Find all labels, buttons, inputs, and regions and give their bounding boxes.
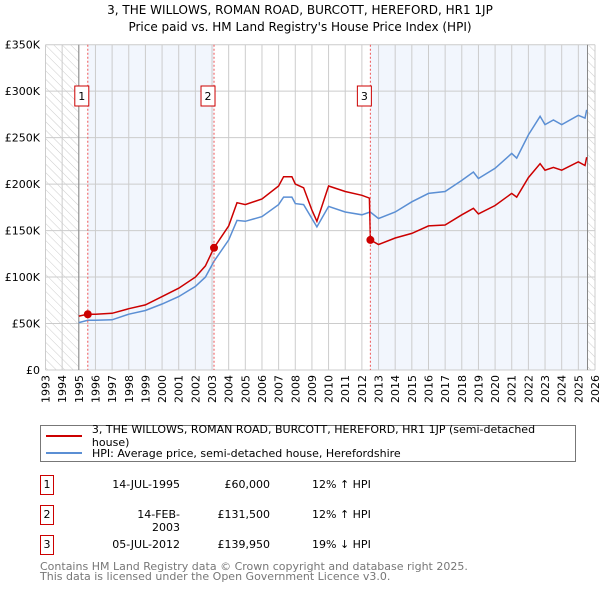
x-tick-label: 2023 <box>539 375 552 403</box>
x-tick-label: 2012 <box>356 375 369 403</box>
sale-number: 2 <box>40 505 54 525</box>
sale-point <box>83 310 92 319</box>
sale-label-box <box>74 85 90 107</box>
x-tick-label: 2006 <box>256 375 269 403</box>
x-tick-label: 2011 <box>339 375 352 403</box>
x-tick-label: 2020 <box>489 375 502 403</box>
x-tick-label: 2000 <box>156 375 169 403</box>
sale-date: 14-FEB-2003 <box>137 508 180 534</box>
x-tick-label: 2019 <box>472 375 485 403</box>
x-tick-label: 2010 <box>323 375 336 403</box>
hpi-line <box>78 109 588 324</box>
y-tick-label: £50K <box>12 318 41 331</box>
sale-point <box>366 235 375 244</box>
sale-number: 1 <box>40 475 54 495</box>
x-tick-label: 1996 <box>89 375 102 403</box>
x-tick-label: 2024 <box>556 375 569 403</box>
y-tick-label: £0 <box>26 364 40 377</box>
legend: 3, THE WILLOWS, ROMAN ROAD, BURCOTT, HER… <box>40 423 576 462</box>
y-tick-label: £200K <box>5 178 41 191</box>
legend-property: 3, THE WILLOWS, ROMAN ROAD, BURCOTT, HER… <box>91 423 536 449</box>
y-tick-label: £300K <box>5 85 41 98</box>
x-tick-label: 2026 <box>589 375 600 403</box>
x-tick-label: 2015 <box>406 375 419 403</box>
x-tick-label: 1998 <box>123 375 136 403</box>
ownership-period-1 <box>87 44 215 370</box>
x-tick-label: 2009 <box>306 375 319 403</box>
y-tick-label: £250K <box>5 132 41 145</box>
sale-number: 3 <box>40 535 54 555</box>
legend-red-line <box>46 435 82 437</box>
sale-point <box>210 243 219 252</box>
x-tick-label: 1993 <box>40 375 53 403</box>
sale-label-box <box>200 85 216 107</box>
sale-price: £139,950 <box>217 538 271 551</box>
legend-hpi: HPI: Average price, semi-detached house,… <box>92 446 401 460</box>
sale-hpi: 19% ↓ HPI <box>312 538 371 551</box>
sale-date: 05-JUL-2012 <box>112 538 180 551</box>
legend-blue-line <box>46 452 82 454</box>
sale-hpi: 12% ↑ HPI <box>312 478 371 491</box>
footer-copyright: Contains HM Land Registry data © Crown c… <box>40 560 468 573</box>
sale-label: 1 <box>78 90 85 103</box>
x-tick-label: 2022 <box>522 375 535 403</box>
sale-label: 3 <box>361 90 368 103</box>
y-tick-label: £350K <box>5 39 41 52</box>
x-tick-label: 1995 <box>73 375 86 403</box>
x-tick-label: 1994 <box>56 375 69 403</box>
x-tick-label: 1999 <box>139 375 152 403</box>
x-tick-label: 2025 <box>572 375 585 403</box>
x-tick-label: 2007 <box>273 375 286 403</box>
x-tick-label: 2005 <box>239 375 252 403</box>
y-tick-label: £100K <box>5 271 41 284</box>
chart-title: 3, THE WILLOWS, ROMAN ROAD, BURCOTT, HER… <box>107 3 493 17</box>
price-chart: 1 2 3 £0 £50K £100K £150K £200K £250K £300K £350K 1… <box>5 39 600 403</box>
x-tick-label: 2013 <box>373 375 386 403</box>
property-price-line <box>78 157 588 317</box>
footer-licence: This data is licensed under the Open Gov… <box>40 570 391 583</box>
sale-hpi: 12% ↑ HPI <box>312 508 371 521</box>
sale-label-box <box>356 85 372 107</box>
x-tick-label: 2001 <box>173 375 186 403</box>
y-tick-label: £150K <box>5 225 41 238</box>
x-tick-label: 2016 <box>422 375 435 403</box>
x-tick-label: 2017 <box>439 375 452 403</box>
sale-price: £60,000 <box>224 478 271 491</box>
chart-subtitle: Price paid vs. HM Land Registry's House … <box>128 20 472 34</box>
x-tick-label: 2008 <box>289 375 302 403</box>
x-tick-label: 2003 <box>206 375 219 403</box>
x-tick-label: 2004 <box>223 375 236 403</box>
sale-date: 14-JUL-1995 <box>112 478 180 491</box>
x-tick-label: 2014 <box>389 375 402 403</box>
x-tick-label: 2021 <box>506 375 519 403</box>
hatch-after-data <box>587 44 595 370</box>
x-tick-label: 1997 <box>106 375 119 403</box>
x-tick-label: 2002 <box>189 375 202 403</box>
sale-price: £131,500 <box>217 508 271 521</box>
x-tick-label: 2018 <box>456 375 469 403</box>
sale-label: 2 <box>205 90 212 103</box>
